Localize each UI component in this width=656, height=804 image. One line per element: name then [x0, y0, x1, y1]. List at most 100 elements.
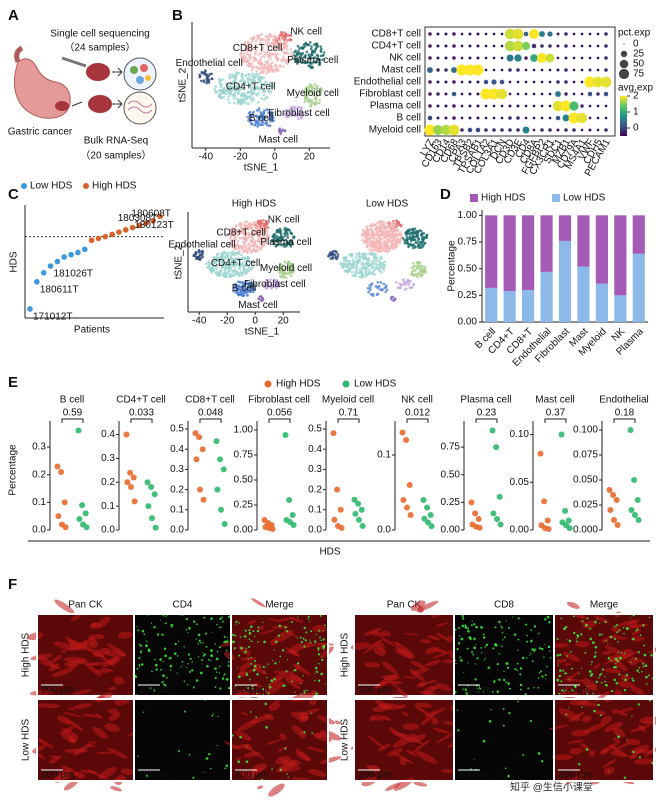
cell-dot	[237, 232, 240, 236]
cell-dot	[307, 64, 310, 68]
cell-dot	[402, 283, 406, 286]
cell-dot	[371, 266, 374, 270]
point	[475, 515, 482, 522]
stain-dot	[138, 656, 141, 660]
cell-dot	[281, 238, 284, 242]
stain-dot	[246, 746, 248, 748]
stain-dot	[492, 691, 494, 693]
cell-dot	[396, 286, 400, 290]
y-axis-label: tSNE_2	[178, 67, 189, 102]
cell-dot	[274, 56, 277, 59]
stain-dot	[310, 630, 313, 633]
cell-dot	[237, 274, 241, 278]
cell-dot	[260, 222, 263, 225]
dot	[492, 56, 496, 60]
stain-dot	[549, 650, 551, 652]
panel-title: CD4+T cell	[116, 395, 166, 406]
stain-dot	[169, 664, 173, 668]
dot	[500, 116, 504, 120]
stain-dot	[538, 672, 541, 674]
stain-dot	[214, 667, 217, 670]
cell-dot	[219, 270, 223, 273]
stain-dot	[493, 680, 496, 684]
cell-dot	[275, 231, 278, 234]
cell-dot	[381, 224, 385, 227]
panel-title: Plasma cell	[460, 395, 511, 406]
cell-dot	[226, 232, 230, 236]
stain-dot	[322, 649, 324, 651]
cell-dot	[228, 274, 232, 278]
text: （24 samples）	[64, 42, 135, 54]
y-tick-label: 0.1	[170, 504, 184, 515]
cell-dot	[298, 112, 302, 116]
cell-dot	[304, 60, 307, 64]
stain-dot	[271, 768, 273, 770]
cell-dot	[221, 89, 225, 93]
stain-dot	[584, 651, 587, 654]
cell-dot	[284, 50, 288, 54]
cell-dot	[255, 34, 259, 37]
cell-dot	[351, 258, 355, 262]
stain-dot	[260, 666, 262, 668]
stain-dot	[320, 672, 323, 676]
cell-dot	[309, 90, 312, 93]
stain-dot	[538, 647, 542, 650]
cell-dot	[265, 241, 269, 245]
dot	[428, 56, 432, 60]
dot	[572, 44, 576, 48]
point	[152, 524, 159, 531]
stain-dot	[564, 672, 567, 675]
stain-dot	[556, 678, 560, 682]
cell-dot	[242, 83, 245, 86]
cell-dot	[374, 245, 377, 249]
cell-dot	[308, 41, 312, 44]
stain-dot	[645, 683, 648, 685]
dot	[444, 68, 448, 72]
stain-dot	[615, 624, 618, 627]
stain-dot	[255, 716, 258, 719]
stain-dot	[326, 663, 328, 665]
stain-dot	[619, 656, 622, 659]
cell-dot	[288, 111, 291, 115]
dot	[508, 92, 512, 96]
stain-dot	[498, 620, 501, 624]
stain-dot	[188, 670, 191, 673]
stain-dot	[617, 735, 620, 739]
stain-dot	[159, 658, 162, 661]
panel-a-art	[13, 45, 157, 125]
cell-dot	[281, 128, 285, 131]
stain-dot	[576, 640, 578, 643]
dot	[460, 44, 464, 48]
stain-dot	[498, 678, 501, 681]
point	[635, 517, 642, 523]
cell-dot	[365, 272, 368, 276]
y-tick-label: 1.00	[458, 210, 478, 221]
point	[337, 506, 344, 513]
cell-dot	[320, 47, 323, 51]
cell-dot	[205, 77, 209, 81]
stain-dot	[562, 669, 565, 672]
dot	[596, 44, 600, 48]
stain-dot	[159, 619, 161, 621]
dot	[468, 32, 472, 36]
row-label: Fibroblast cell	[359, 89, 421, 100]
dot	[468, 92, 472, 96]
stain-dot	[318, 629, 321, 632]
stain-dot	[560, 680, 563, 683]
cell-dot	[342, 256, 345, 260]
cell-dot	[266, 62, 270, 66]
cell-dot	[253, 45, 257, 49]
cell-dot	[408, 286, 412, 289]
dot	[451, 91, 457, 97]
stain-dot	[521, 656, 525, 660]
y-tick-label: 0.0	[377, 525, 391, 536]
stain-dot	[623, 688, 627, 692]
stain-dot	[257, 640, 259, 643]
stain-dot	[569, 639, 571, 642]
cell-dot	[246, 59, 250, 62]
y-tick-label: 0.50	[234, 475, 254, 486]
stain-dot	[223, 674, 225, 676]
cell-dot	[291, 110, 295, 114]
stain-dot	[235, 620, 238, 623]
cell-dot	[375, 225, 379, 229]
